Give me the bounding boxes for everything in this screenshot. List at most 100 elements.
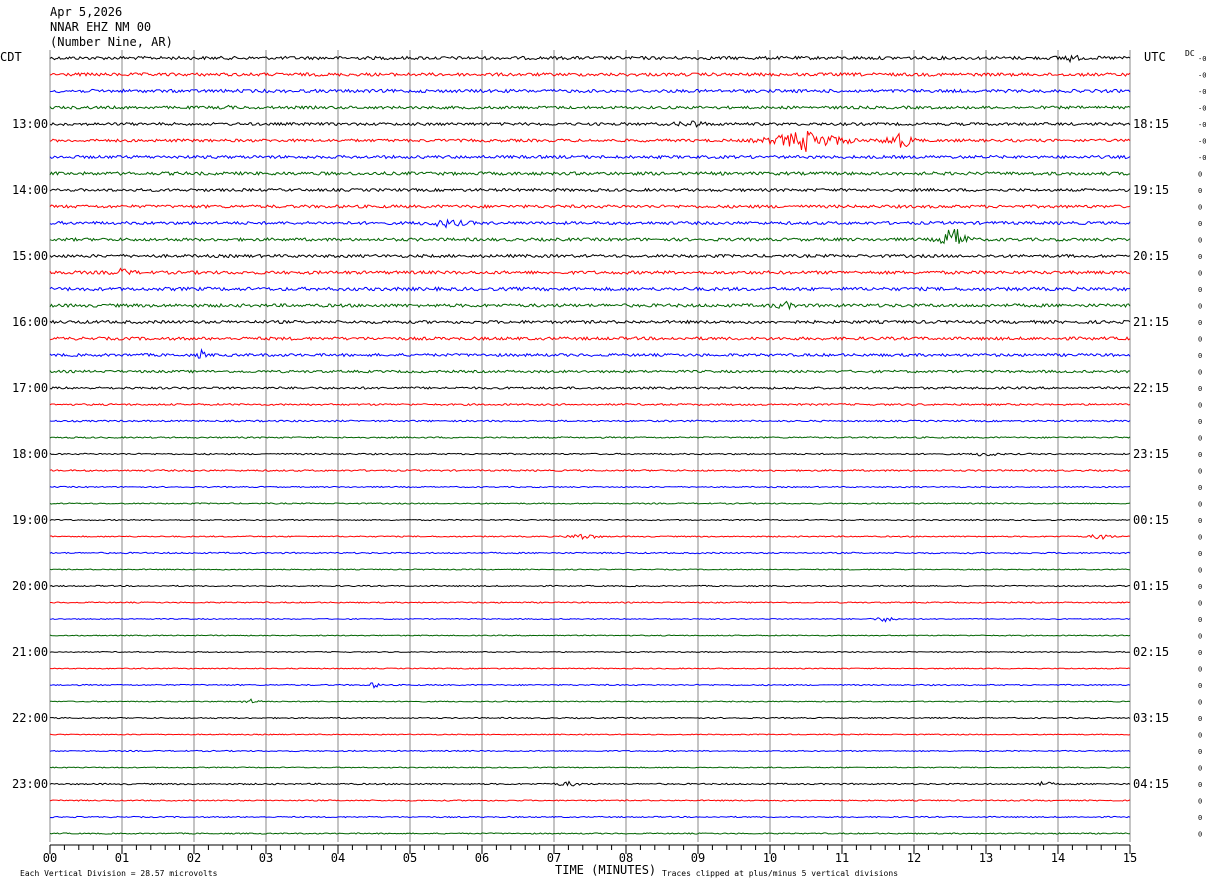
dc-offset-value: 0 (1198, 534, 1202, 542)
x-tick-label: 04 (331, 851, 345, 865)
right-timezone-label: UTC (1144, 50, 1166, 64)
trace-row-17 (49, 336, 1131, 341)
trace-row-16 (49, 319, 1131, 325)
trace-row-33 (50, 601, 1131, 604)
x-axis: 00 01 02 03 04 05 06 07 08 09 10 11 12 13 14 15 (43, 844, 1137, 865)
trace-row-11 (49, 229, 1131, 245)
trace-row-3 (49, 104, 1131, 110)
dc-offset-value: 0 (1198, 204, 1202, 212)
right-hour-label: 19:15 (1133, 183, 1169, 197)
division-note: Each Vertical Division = 28.57 microvolt… (20, 869, 218, 878)
left-timezone-label: CDT (0, 50, 22, 64)
dc-label: DC (1185, 49, 1195, 58)
dc-offset-value: 0 (1198, 220, 1202, 228)
dc-offset-value: 0 (1198, 616, 1202, 624)
x-tick-label: 13 (979, 851, 993, 865)
dc-offset-value: 0 (1198, 187, 1202, 195)
dc-offset-value: 0 (1198, 451, 1202, 459)
dc-offset-value: 0 (1198, 831, 1202, 839)
right-hour-label: 03:15 (1133, 711, 1169, 725)
left-hour-label: 17:00 (12, 381, 48, 395)
x-tick-label: 01 (115, 851, 129, 865)
trace-row-39 (50, 698, 1131, 704)
trace-row-7 (49, 170, 1131, 177)
dc-offset-value: 0 (1198, 385, 1202, 393)
dc-offset-value: -0 (1198, 88, 1206, 96)
dc-offset-value: 0 (1198, 402, 1202, 410)
dc-offset-value: 0 (1198, 600, 1202, 608)
dc-offset-value: 0 (1198, 633, 1202, 641)
dc-offset-value: -0 (1198, 138, 1206, 146)
trace-row-14 (49, 286, 1131, 292)
dc-offset-value: 0 (1198, 517, 1202, 525)
trace-row-36 (49, 650, 1131, 654)
left-hour-label: 14:00 (12, 183, 48, 197)
dc-offset-value: 0 (1198, 649, 1202, 657)
x-tick-label: 02 (187, 851, 201, 865)
dc-offset-value: -0 (1198, 105, 1206, 113)
dc-offset-value: 0 (1198, 501, 1202, 509)
left-hour-labels: 13:00 14:00 15:00 16:00 17:00 18:00 19:00 20:00… (12, 117, 48, 791)
trace-row-21 (49, 402, 1131, 407)
dc-offset-value: 0 (1198, 319, 1202, 327)
trace-row-27 (49, 502, 1131, 505)
location-label: (Number Nine, AR) (50, 35, 173, 49)
trace-row-22 (49, 419, 1131, 423)
dc-offset-value: 0 (1198, 484, 1202, 492)
left-hour-label: 16:00 (12, 315, 48, 329)
trace-row-12 (49, 253, 1131, 259)
right-hour-label: 23:15 (1133, 447, 1169, 461)
left-hour-label: 18:00 (12, 447, 48, 461)
dc-offset-column: -0 -0 -0 -0 -0 -0 -0 0 0 0 0 0 0 0 0 0 0 0 0 0 0 0 0 0 0 0 0 0 0 0 0 0 0… (1198, 55, 1206, 839)
trace-row-2 (49, 88, 1131, 94)
x-tick-label: 11 (835, 851, 849, 865)
right-hour-label: 21:15 (1133, 315, 1169, 329)
dc-offset-value: 0 (1198, 748, 1202, 756)
station-label: NNAR EHZ NM 00 (50, 20, 151, 34)
date-label: Apr 5,2026 (50, 5, 122, 19)
dc-offset-value: 0 (1198, 253, 1202, 261)
dc-offset-value: 0 (1198, 435, 1202, 443)
clip-note: Traces clipped at plus/minus 5 vertical … (662, 869, 898, 878)
dc-offset-value: 0 (1198, 781, 1202, 789)
right-hour-label: 00:15 (1133, 513, 1169, 527)
dc-offset-value: 0 (1198, 567, 1202, 575)
trace-row-31 (49, 568, 1131, 571)
trace-row-29 (49, 533, 1131, 541)
trace-row-10 (49, 218, 1131, 229)
x-tick-label: 10 (763, 851, 777, 865)
dc-offset-value: 0 (1198, 237, 1202, 245)
x-tick-label: 09 (691, 851, 705, 865)
trace-row-30 (49, 551, 1131, 555)
trace-row-38 (49, 682, 1131, 689)
trace-row-8 (49, 187, 1131, 193)
dc-offset-value: 0 (1198, 699, 1202, 707)
dc-offset-value: 0 (1198, 583, 1202, 591)
dc-offset-value: 0 (1198, 732, 1202, 740)
header: Apr 5,2026 NNAR EHZ NM 00 (Number Nine, … (50, 5, 173, 49)
trace-row-46 (49, 815, 1131, 819)
x-axis-title: TIME (MINUTES) (555, 863, 656, 877)
trace-row-41 (49, 733, 1131, 736)
right-hour-label: 18:15 (1133, 117, 1169, 131)
trace-row-28 (49, 518, 1131, 522)
dc-offset-value: 0 (1198, 765, 1202, 773)
left-hour-label: 22:00 (12, 711, 48, 725)
trace-row-19 (49, 369, 1131, 374)
left-hour-label: 13:00 (12, 117, 48, 131)
dc-offset-value: -0 (1198, 154, 1206, 162)
minute-gridlines (49, 50, 1131, 842)
x-tick-label: 14 (1051, 851, 1065, 865)
x-tick-label: 06 (475, 851, 489, 865)
trace-row-43 (49, 766, 1131, 769)
trace-row-1 (49, 71, 1131, 78)
right-hour-label: 01:15 (1133, 579, 1169, 593)
x-tick-label: 15 (1123, 851, 1137, 865)
trace-row-15 (49, 300, 1131, 311)
dc-offset-value: 0 (1198, 369, 1202, 377)
dc-offset-value: 0 (1198, 352, 1202, 360)
dc-offset-value: -0 (1198, 72, 1206, 80)
trace-row-34 (49, 616, 1131, 623)
dc-offset-value: -0 (1198, 121, 1206, 129)
right-hour-label: 04:15 (1133, 777, 1169, 791)
